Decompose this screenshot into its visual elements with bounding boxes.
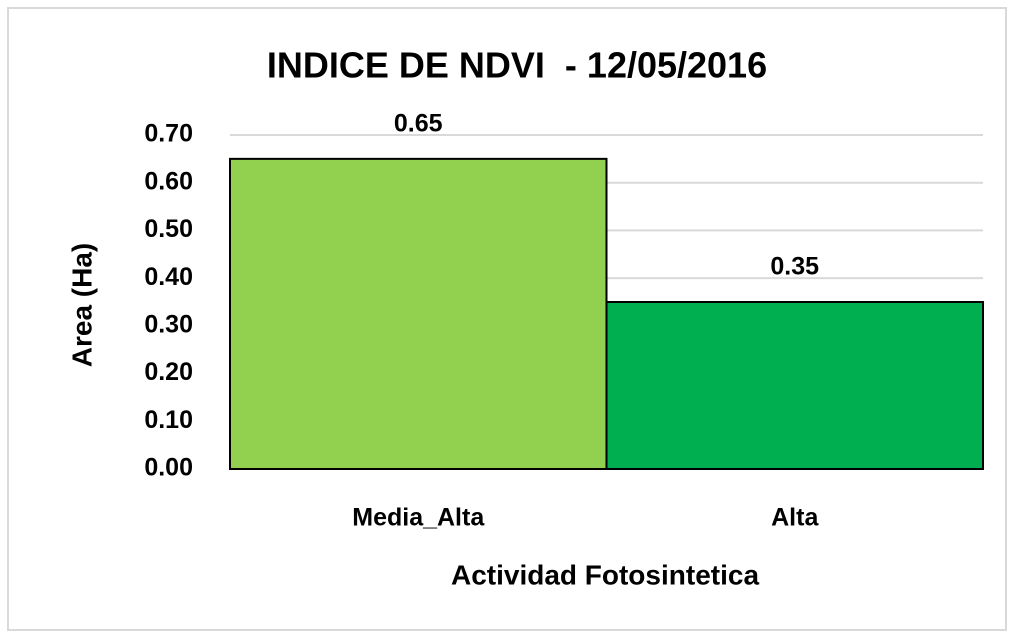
y-axis-title: Area (Ha) bbox=[66, 243, 97, 367]
y-tick-label: 0.60 bbox=[144, 167, 193, 195]
x-axis-title: Actividad Fotosintetica bbox=[451, 559, 759, 590]
y-tick-label: 0.20 bbox=[144, 358, 193, 386]
data-label: 0.35 bbox=[770, 253, 819, 281]
y-tick-label: 0.50 bbox=[144, 215, 193, 243]
y-tick-label: 0.40 bbox=[144, 263, 193, 291]
chart-title: INDICE DE NDVI - 12/05/2016 bbox=[267, 45, 767, 86]
bar bbox=[605, 301, 984, 470]
data-label: 0.65 bbox=[394, 109, 443, 137]
y-tick-label: 0.30 bbox=[144, 310, 193, 338]
y-tick-label: 0.10 bbox=[144, 406, 193, 434]
bar bbox=[229, 157, 608, 470]
y-tick-label: 0.00 bbox=[144, 454, 193, 482]
x-tick-label: Alta bbox=[771, 504, 819, 532]
x-tick-label: Media_Alta bbox=[352, 504, 485, 532]
y-tick-label: 0.70 bbox=[144, 120, 193, 148]
